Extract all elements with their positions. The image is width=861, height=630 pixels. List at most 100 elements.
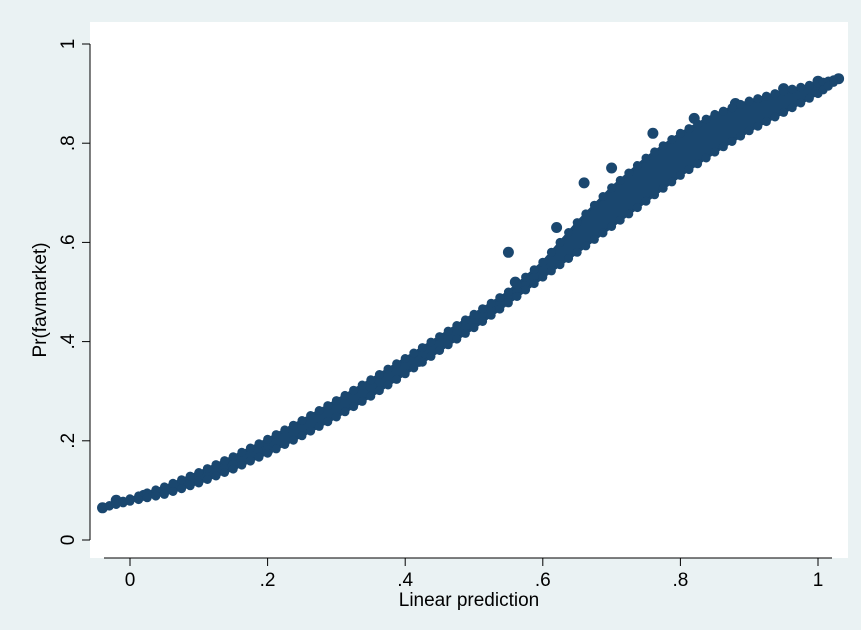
data-point: [701, 153, 711, 163]
data-point: [349, 402, 359, 412]
data-point: [306, 426, 316, 436]
data-point: [194, 468, 204, 477]
data-point: [538, 272, 548, 282]
x-tick-label: .2: [260, 570, 276, 591]
data-point: [753, 121, 763, 131]
data-point: [727, 103, 737, 113]
data-point: [340, 390, 350, 400]
data-point: [383, 380, 393, 390]
data-point: [400, 369, 410, 379]
data-point: [512, 292, 522, 301]
data-point: [306, 411, 316, 420]
data-point: [804, 80, 814, 90]
data-point: [443, 340, 453, 350]
data-point: [787, 84, 797, 94]
data-point: [349, 385, 359, 395]
data-point: [478, 317, 488, 326]
data-point: [202, 475, 212, 484]
data-point: [452, 334, 462, 344]
data-point: [168, 487, 178, 496]
data-point: [718, 142, 728, 152]
data-point: [194, 478, 204, 488]
data-point: [572, 247, 582, 257]
data-point: [770, 89, 780, 99]
data-point: [228, 464, 238, 474]
data-point: [271, 430, 281, 440]
data-point: [710, 147, 720, 157]
data-point: [650, 147, 660, 157]
data-point: [159, 482, 169, 492]
data-point: [340, 407, 350, 417]
data-point: [185, 481, 195, 491]
data-point: [297, 431, 307, 441]
data-point: [829, 77, 838, 87]
y-axis-ticks: 0 .2 .4 .6 .8 1: [58, 39, 90, 545]
data-point: [658, 183, 668, 193]
data-point: [435, 346, 445, 355]
data-point: [297, 416, 307, 425]
x-axis-ticks: 0 .2 .4 .6 .8 1: [125, 558, 824, 591]
data-point: [503, 287, 513, 297]
data-point: [443, 326, 453, 336]
data-point: [589, 234, 599, 244]
data-point: [374, 386, 384, 396]
data-point: [598, 192, 608, 201]
data-point: [779, 86, 789, 96]
data-point: [263, 434, 273, 444]
data-point: [578, 177, 590, 189]
data-point: [564, 228, 574, 237]
data-point: [546, 247, 556, 257]
data-point: [211, 471, 221, 481]
data-point: [245, 443, 255, 453]
data-point: [409, 363, 419, 373]
data-point: [736, 131, 746, 141]
data-point: [598, 228, 608, 238]
data-point: [753, 94, 763, 104]
data-point: [529, 279, 539, 289]
y-tick-label: .6: [58, 234, 79, 250]
y-tick-label: 1: [58, 39, 79, 50]
data-point: [111, 500, 121, 509]
data-point: [237, 447, 247, 457]
data-point: [400, 354, 410, 363]
data-point: [177, 475, 187, 485]
data-point: [650, 190, 660, 200]
data-point: [667, 177, 677, 187]
data-point: [392, 359, 402, 369]
data-point: [151, 491, 161, 501]
x-tick-label: .8: [672, 570, 688, 591]
data-point: [701, 114, 711, 124]
y-tick-label: .2: [58, 433, 79, 449]
data-point: [314, 421, 324, 431]
data-point: [202, 464, 212, 474]
data-point: [727, 137, 737, 146]
data-point: [426, 337, 436, 347]
x-tick-label: 1: [813, 570, 824, 591]
data-point: [426, 351, 436, 361]
y-tick-label: .8: [58, 135, 79, 151]
data-point: [323, 417, 333, 427]
x-tick-label: .4: [397, 570, 413, 591]
data-point: [502, 246, 514, 258]
data-point: [142, 493, 152, 503]
data-point: [365, 380, 377, 392]
data-point: [288, 420, 298, 430]
data-point: [118, 498, 128, 508]
data-point: [104, 501, 114, 511]
data-point: [237, 460, 247, 470]
data-point: [606, 162, 618, 174]
data-point: [495, 304, 505, 314]
data-point: [796, 82, 806, 92]
data-point: [693, 119, 703, 129]
data-point: [331, 412, 341, 422]
data-point: [529, 265, 539, 275]
x-axis-title: Linear prediction: [399, 590, 539, 611]
data-point: [220, 468, 230, 477]
data-point: [280, 425, 290, 435]
data-point: [761, 117, 771, 127]
data-point: [555, 260, 565, 270]
data-point: [564, 254, 574, 263]
data-point: [168, 478, 178, 488]
data-point: [417, 343, 427, 353]
